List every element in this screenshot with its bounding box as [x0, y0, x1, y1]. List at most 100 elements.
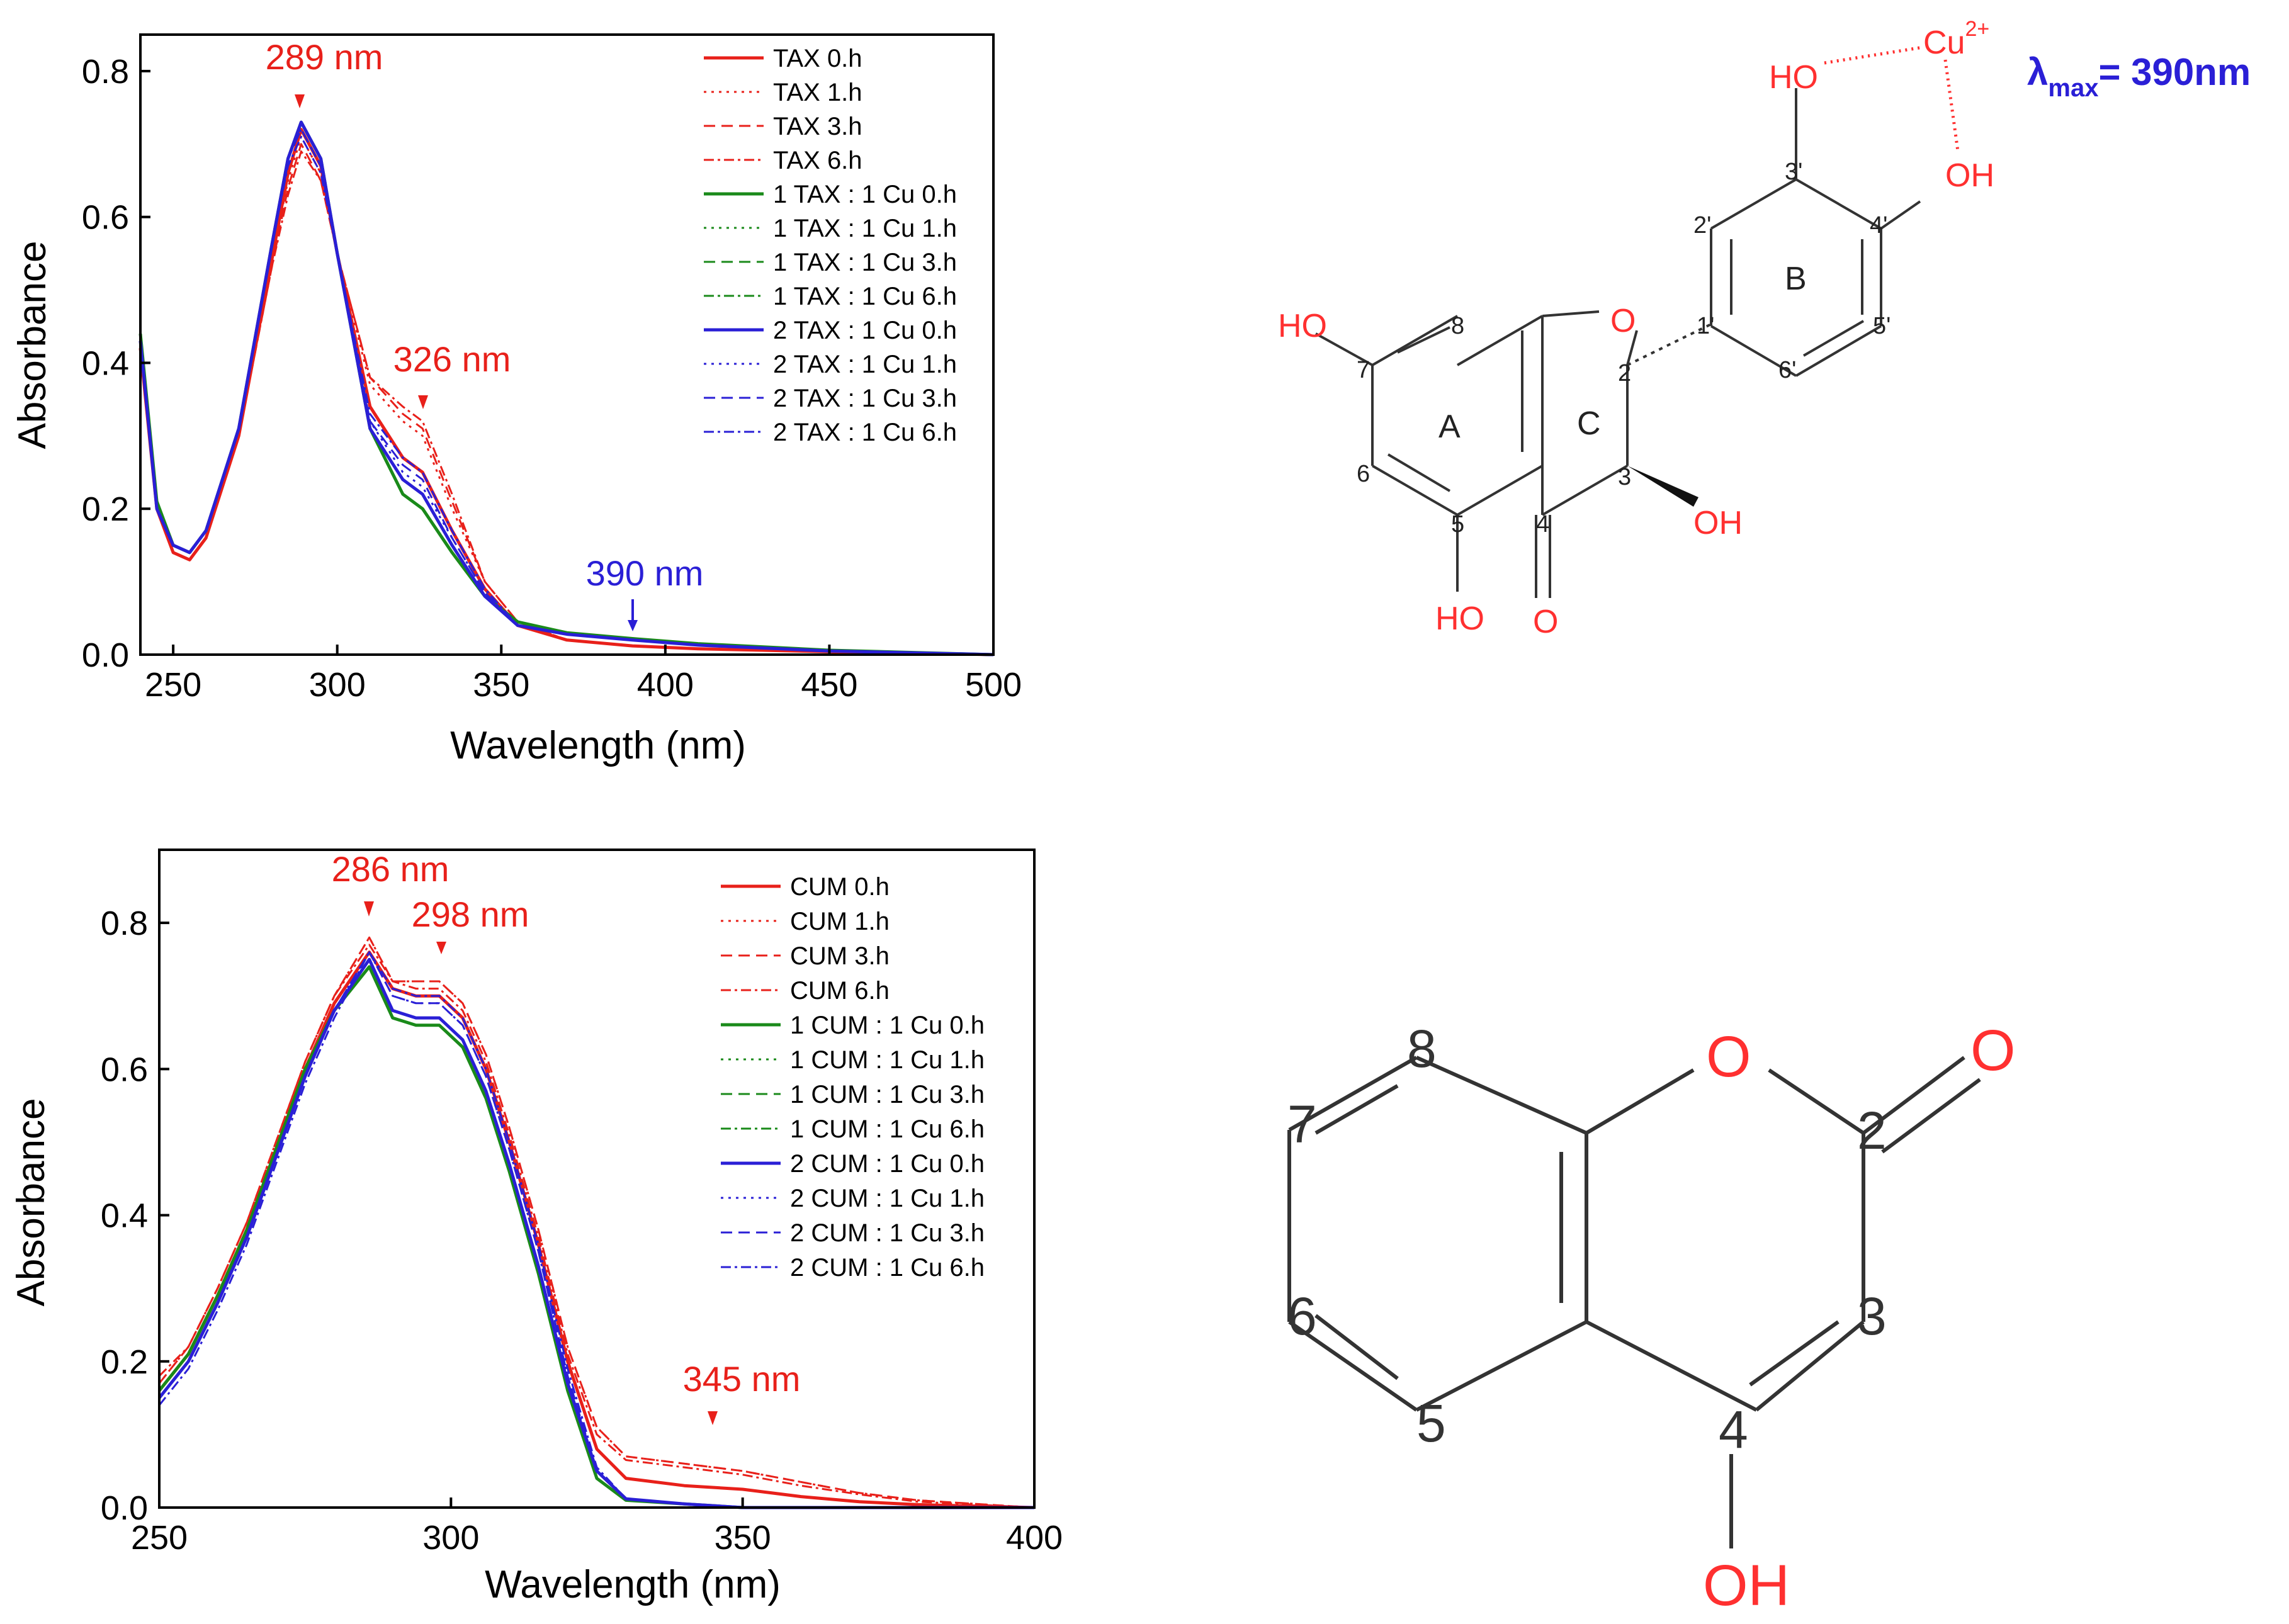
legend-entry: 2 CUM : 1 Cu 0.h	[790, 1150, 985, 1178]
legend-entry: 1 TAX : 1 Cu 0.h	[773, 181, 957, 208]
legend-entry: 1 CUM : 1 Cu 1.h	[790, 1046, 985, 1074]
cum-uv-chart: 286 nm 298 nm 345 nm 250 300 350 400 0.0 0.2…	[9, 849, 1063, 1606]
legend-entry: 1 TAX : 1 Cu 3.h	[773, 249, 957, 276]
legend: TAX 0.h TAX 1.h TAX 3.h TAX 6.h 1 TAX : 1 Cu…	[704, 45, 957, 446]
annotation-390nm: 390 nm	[586, 553, 704, 593]
copper-ion: Cu2+	[1923, 17, 1989, 61]
cu-o-dotted-2	[1943, 59, 1960, 152]
annotation-326nm: 326 nm	[393, 339, 511, 379]
plot-frame	[139, 33, 995, 656]
y-tick-label: 0.6	[82, 199, 129, 237]
tax-uv-chart: 289 nm 326 nm 390 nm 250 300 350 400 450 500 …	[11, 33, 1022, 767]
y-axis-label: Absorbance	[9, 1098, 53, 1307]
position-7: 7	[1357, 357, 1370, 383]
atom-oh-3: OH	[1693, 505, 1743, 541]
position-3: 3	[1618, 464, 1631, 490]
legend-entry: 1 TAX : 1 Cu 6.h	[773, 283, 957, 310]
legend-entry: 2 CUM : 1 Cu 1.h	[790, 1185, 985, 1212]
y-axis: 0.0 0.2 0.4 0.6 0.8	[82, 53, 150, 674]
position-6prime: 6'	[1778, 357, 1796, 383]
annotation-286nm-arrow	[364, 901, 374, 916]
y-axis: 0.0 0.2 0.4 0.6 0.8	[101, 905, 169, 1527]
legend-entry: 2 TAX : 1 Cu 0.h	[773, 317, 957, 344]
y-tick-label: 0.6	[101, 1051, 148, 1088]
legend-entry: CUM 6.h	[790, 977, 890, 1005]
x-tick-label: 400	[637, 666, 694, 704]
coumarin-structure: O O OH 2 3 4 5 6 7 8	[1287, 1018, 2016, 1611]
atom-ho-3prime: HO	[1769, 59, 1818, 96]
position-7: 7	[1287, 1095, 1317, 1154]
position-4prime: 4'	[1870, 212, 1887, 239]
legend-entry: TAX 0.h	[773, 45, 862, 72]
annotation-345nm-arrow	[708, 1411, 718, 1425]
x-axis-label: Wavelength (nm)	[450, 724, 746, 767]
coumarin-bonds	[1287, 1056, 1981, 1548]
y-tick-label: 0.8	[82, 53, 129, 91]
legend-entry: 2 CUM : 1 Cu 6.h	[790, 1254, 985, 1282]
position-3: 3	[1857, 1287, 1887, 1346]
x-axis-label: Wavelength (nm)	[485, 1563, 781, 1606]
hash-bond-2	[1627, 323, 1712, 366]
atom-o-carbonyl: O	[1970, 1018, 2016, 1083]
position-6: 6	[1357, 461, 1370, 487]
legend-entry: 1 CUM : 1 Cu 3.h	[790, 1081, 985, 1108]
legend-entry: 2 TAX : 1 Cu 6.h	[773, 419, 957, 446]
x-tick-label: 250	[145, 666, 201, 704]
x-tick-label: 350	[473, 666, 529, 704]
series-line-4	[158, 944, 1035, 1509]
ring-label-b: B	[1785, 261, 1807, 297]
legend-entry: 2 TAX : 1 Cu 3.h	[773, 385, 957, 412]
legend-entry: TAX 1.h	[773, 79, 862, 106]
legend-entry: 2 TAX : 1 Cu 1.h	[773, 351, 957, 378]
x-axis: 250 300 350 400	[131, 1497, 1063, 1557]
x-tick-label: 300	[422, 1519, 479, 1557]
x-tick-label: 350	[715, 1519, 771, 1557]
legend: CUM 0.h CUM 1.h CUM 3.h CUM 6.h 1 CUM : 1 Cu…	[721, 873, 985, 1282]
y-tick-label: 0.0	[101, 1489, 148, 1527]
position-5prime: 5'	[1873, 313, 1891, 339]
ring-label-a: A	[1438, 409, 1461, 445]
legend-entry: TAX 6.h	[773, 147, 862, 174]
annotation-289nm: 289 nm	[266, 37, 383, 77]
x-tick-label: 250	[131, 1519, 188, 1557]
position-2: 2	[1857, 1101, 1887, 1160]
y-tick-label: 0.2	[101, 1343, 148, 1381]
cu-o-dotted-1	[1824, 45, 1924, 65]
position-8: 8	[1451, 313, 1464, 339]
x-tick-label: 500	[965, 666, 1022, 704]
atom-oh-4prime: OH	[1945, 157, 1994, 194]
x-axis: 250 300 350 400 450 500	[145, 645, 1022, 704]
x-tick-label: 450	[801, 666, 857, 704]
legend-entry: TAX 3.h	[773, 113, 862, 140]
y-tick-label: 0.4	[82, 344, 129, 382]
legend-entry: 1 TAX : 1 Cu 1.h	[773, 215, 957, 242]
annotation-326nm-arrow	[418, 395, 428, 409]
position-1prime: 1'	[1697, 313, 1714, 339]
x-tick-label: 300	[309, 666, 366, 704]
legend-entry: 1 CUM : 1 Cu 6.h	[790, 1115, 985, 1143]
tax-series-lines	[138, 120, 994, 657]
annotation-289nm-arrow	[295, 94, 305, 108]
series-line-8	[158, 966, 1034, 1509]
x-tick-label: 400	[1006, 1519, 1063, 1557]
position-5: 5	[1416, 1394, 1446, 1453]
series-line-4	[139, 150, 994, 656]
atom-o-ring: O	[1610, 303, 1636, 339]
ring-b-bonds	[1710, 88, 1921, 377]
legend-entry: 2 CUM : 1 Cu 3.h	[790, 1219, 985, 1247]
annotation-390nm-arrowhead	[628, 620, 638, 631]
annotation-345nm: 345 nm	[683, 1359, 801, 1399]
atom-o-4: O	[1533, 604, 1558, 640]
y-axis-label: Absorbance	[11, 241, 54, 449]
position-4: 4	[1536, 511, 1549, 538]
legend-entry: CUM 0.h	[790, 873, 890, 901]
atom-o-ring: O	[1706, 1025, 1751, 1089]
y-tick-label: 0.4	[101, 1197, 148, 1235]
taxifolin-cu-structure: HO OH HO O OH HO O Cu2+ λmax= 390nm 8 7 …	[1278, 17, 2251, 640]
lambda-max-label: λmax= 390nm	[2027, 51, 2251, 102]
position-2: 2	[1618, 360, 1631, 386]
atom-ho-5: HO	[1435, 601, 1484, 637]
ring-a-c-bonds	[1315, 310, 1638, 598]
y-tick-label: 0.0	[82, 636, 129, 674]
wedge-bond-3	[1627, 466, 1698, 507]
